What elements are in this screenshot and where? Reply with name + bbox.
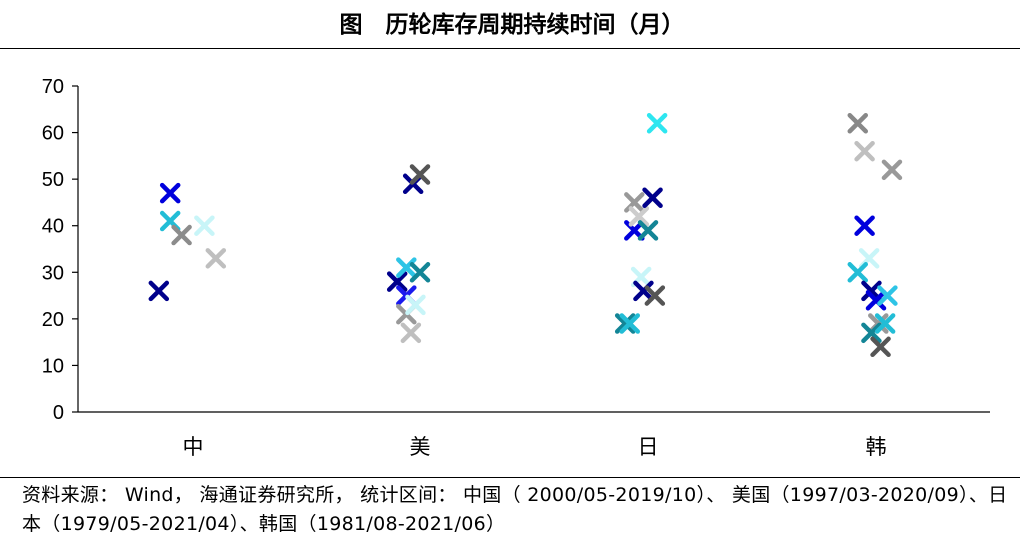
y-tick-label: 60	[42, 123, 64, 145]
marker-stroke	[861, 280, 882, 302]
y-tick-label: 70	[42, 76, 64, 98]
marker-stroke	[633, 280, 654, 302]
x-tick-label: 韩	[866, 435, 887, 459]
data-point-marker	[642, 187, 663, 209]
data-point-marker	[614, 313, 636, 334]
x-tick-label: 美	[410, 435, 431, 459]
chart-axes: 0 10 20 30 40 50 60 70 中 美 日 韩	[42, 76, 990, 459]
data-point-marker	[148, 280, 170, 302]
marker-stroke	[400, 322, 422, 344]
marker-stroke	[409, 262, 431, 283]
data-point-marker	[405, 294, 426, 316]
x-tick-label: 中	[183, 435, 204, 459]
chart-marks	[148, 113, 903, 358]
marker-stroke	[405, 294, 426, 316]
data-point-marker	[409, 164, 431, 185]
title-divider	[0, 48, 1020, 49]
data-point-marker	[637, 220, 659, 241]
data-point-marker	[619, 313, 641, 334]
marker-stroke	[644, 285, 666, 306]
marker-stroke	[409, 164, 431, 185]
marker-stroke	[194, 215, 215, 236]
y-tick-label: 40	[42, 216, 64, 238]
data-point-marker	[870, 336, 891, 358]
marker-stroke	[870, 336, 891, 358]
data-point-marker	[171, 224, 192, 246]
data-point-marker	[386, 271, 408, 292]
y-tick-label: 10	[42, 355, 64, 377]
marker-stroke	[619, 313, 641, 334]
data-point-marker	[861, 280, 882, 302]
marker-stroke	[386, 271, 408, 292]
marker-stroke	[614, 313, 636, 334]
data-point-marker	[877, 285, 898, 306]
marker-stroke	[637, 220, 659, 241]
y-tick-label: 0	[53, 402, 64, 424]
marker-stroke	[847, 262, 869, 283]
marker-stroke	[847, 113, 869, 134]
data-point-marker	[847, 113, 869, 134]
data-point-marker	[881, 159, 903, 181]
marker-stroke	[628, 206, 650, 227]
marker-stroke	[877, 285, 898, 306]
data-point-marker	[633, 280, 654, 302]
marker-stroke	[642, 187, 663, 209]
marker-stroke	[159, 210, 181, 232]
data-point-marker	[646, 113, 668, 134]
data-point-marker	[194, 215, 215, 236]
scatter-chart: 0 10 20 30 40 50 60 70 中 美 日 韩	[42, 76, 990, 459]
data-point-marker	[159, 182, 181, 204]
data-point-marker	[205, 248, 227, 269]
data-point-marker	[854, 215, 875, 236]
y-tick-label: 30	[42, 262, 64, 284]
data-point-marker	[874, 313, 896, 334]
y-tick-label: 20	[42, 309, 64, 331]
marker-stroke	[171, 224, 192, 246]
marker-stroke	[854, 140, 875, 162]
data-point-marker	[628, 206, 650, 227]
source-note: 资料来源： Wind， 海通证券研究所， 统计区间： 中国（ 2000/05-2…	[22, 484, 1008, 535]
data-point-marker	[865, 289, 887, 311]
data-point-marker	[409, 262, 431, 283]
marker-stroke	[205, 248, 227, 269]
data-point-marker	[854, 140, 875, 162]
marker-stroke	[861, 322, 882, 344]
marker-stroke	[881, 159, 903, 181]
y-tick-label: 50	[42, 169, 64, 191]
footer-divider	[0, 477, 1020, 478]
data-point-marker	[644, 285, 666, 306]
data-point-marker	[861, 322, 882, 344]
marker-stroke	[865, 289, 887, 311]
marker-stroke	[874, 313, 896, 334]
marker-stroke	[148, 280, 170, 302]
x-tick-label: 日	[638, 435, 659, 459]
marker-stroke	[646, 113, 668, 134]
marker-stroke	[159, 182, 181, 204]
data-point-marker	[847, 262, 869, 283]
data-point-marker	[400, 322, 422, 344]
chart-title: 图 历轮库存周期持续时间（月）	[339, 12, 685, 38]
marker-stroke	[854, 215, 875, 236]
